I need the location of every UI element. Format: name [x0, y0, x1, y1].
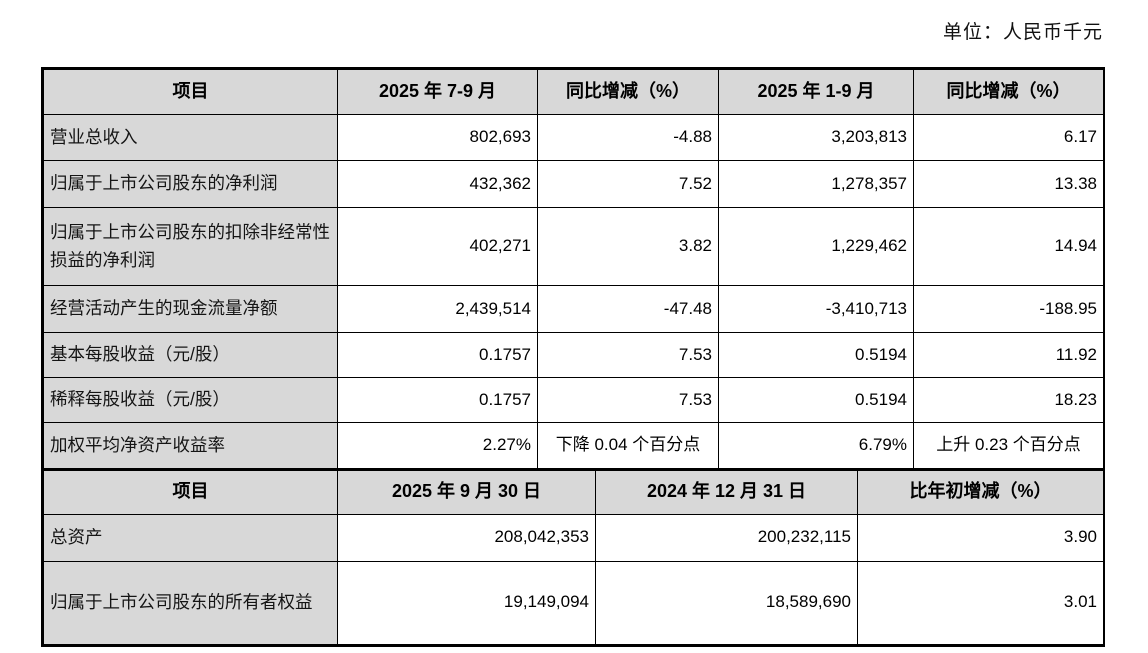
row-label: 归属于上市公司股东的扣除非经常性损益的净利润: [43, 207, 338, 286]
row-label: 营业总收入: [43, 114, 338, 161]
cell-value: 3,203,813: [718, 114, 914, 161]
cell-value: -47.48: [537, 285, 719, 333]
row-label: 基本每股收益（元/股）: [43, 332, 338, 378]
cell-value: 1,278,357: [718, 160, 914, 208]
cell-value: 0.1757: [337, 332, 538, 378]
row-label: 加权平均净资产收益率: [43, 422, 338, 469]
cell-value: 6.79%: [718, 422, 914, 469]
cell-value: 802,693: [337, 114, 538, 161]
cell-value: -188.95: [913, 285, 1104, 333]
header-yoy-change-ytd: 同比增减（%）: [913, 69, 1104, 115]
cell-value: 13.38: [913, 160, 1104, 208]
cell-value: 7.52: [537, 160, 719, 208]
table-row-shareholders-equity: 归属于上市公司股东的所有者权益 19,149,094 18,589,690 3.…: [43, 560, 1104, 645]
header-2025-jul-sep: 2025 年 7-9 月: [337, 69, 538, 115]
row-label: 归属于上市公司股东的净利润: [43, 160, 338, 208]
header-item: 项目: [43, 69, 338, 115]
quarterly-header-row: 项目 2025 年 7-9 月 同比增减（%） 2025 年 1-9 月 同比增…: [43, 69, 1104, 115]
header-2025-jan-sep: 2025 年 1-9 月: [718, 69, 914, 115]
table-row-operating-cash-flow: 经营活动产生的现金流量净额 2,439,514 -47.48 -3,410,71…: [43, 285, 1104, 333]
table-row-basic-eps: 基本每股收益（元/股） 0.1757 7.53 0.5194 11.92: [43, 332, 1104, 378]
table-row-net-profit: 归属于上市公司股东的净利润 432,362 7.52 1,278,357 13.…: [43, 160, 1104, 208]
row-label: 归属于上市公司股东的所有者权益: [43, 560, 338, 645]
header-yoy-change-q: 同比增减（%）: [537, 69, 719, 115]
row-label: 经营活动产生的现金流量净额: [43, 285, 338, 333]
cell-value: 208,042,353: [337, 513, 596, 562]
balance-header-row: 项目 2025 年 9 月 30 日 2024 年 12 月 31 日 比年初增…: [43, 469, 1104, 515]
header-2025-09-30: 2025 年 9 月 30 日: [337, 469, 596, 515]
cell-value: 2,439,514: [337, 285, 538, 333]
cell-value: 7.53: [537, 377, 719, 423]
cell-value: 1,229,462: [718, 207, 914, 286]
cell-value: 11.92: [913, 332, 1104, 378]
cell-value: 0.5194: [718, 377, 914, 423]
header-change-since-year-start: 比年初增减（%）: [857, 469, 1104, 515]
financial-summary-table: 项目 2025 年 7-9 月 同比增减（%） 2025 年 1-9 月 同比增…: [41, 67, 1105, 647]
cell-value: 14.94: [913, 207, 1104, 286]
cell-value: 3.82: [537, 207, 719, 286]
cell-value: 3.90: [857, 513, 1104, 562]
header-item: 项目: [43, 469, 338, 515]
cell-value: 19,149,094: [337, 560, 596, 645]
cell-value: 下降 0.04 个百分点: [537, 422, 719, 469]
cell-value: 432,362: [337, 160, 538, 208]
table-row-total-assets: 总资产 208,042,353 200,232,115 3.90: [43, 513, 1104, 562]
cell-value: -4.88: [537, 114, 719, 161]
row-label: 稀释每股收益（元/股）: [43, 377, 338, 423]
unit-label: 单位：人民币千元: [942, 22, 1103, 43]
cell-value: 18.23: [913, 377, 1104, 423]
row-label: 总资产: [43, 513, 338, 562]
header-2024-12-31: 2024 年 12 月 31 日: [595, 469, 858, 515]
cell-value: 18,589,690: [595, 560, 858, 645]
cell-value: 7.53: [537, 332, 719, 378]
cell-value: 2.27%: [337, 422, 538, 469]
quarterly-results-table: 项目 2025 年 7-9 月 同比增减（%） 2025 年 1-9 月 同比增…: [43, 69, 1104, 469]
cell-value: 402,271: [337, 207, 538, 286]
table-row-net-profit-excl-nonrecurring: 归属于上市公司股东的扣除非经常性损益的净利润 402,271 3.82 1,22…: [43, 207, 1104, 286]
cell-value: 0.1757: [337, 377, 538, 423]
table-row-diluted-eps: 稀释每股收益（元/股） 0.1757 7.53 0.5194 18.23: [43, 377, 1104, 423]
table-row-total-revenue: 营业总收入 802,693 -4.88 3,203,813 6.17: [43, 114, 1104, 161]
cell-value: 6.17: [913, 114, 1104, 161]
cell-value: -3,410,713: [718, 285, 914, 333]
cell-value: 上升 0.23 个百分点: [913, 422, 1104, 469]
cell-value: 200,232,115: [595, 513, 858, 562]
balance-sheet-table: 项目 2025 年 9 月 30 日 2024 年 12 月 31 日 比年初增…: [43, 469, 1104, 645]
cell-value: 3.01: [857, 560, 1104, 645]
cell-value: 0.5194: [718, 332, 914, 378]
table-row-weighted-avg-roe: 加权平均净资产收益率 2.27% 下降 0.04 个百分点 6.79% 上升 0…: [43, 422, 1104, 469]
